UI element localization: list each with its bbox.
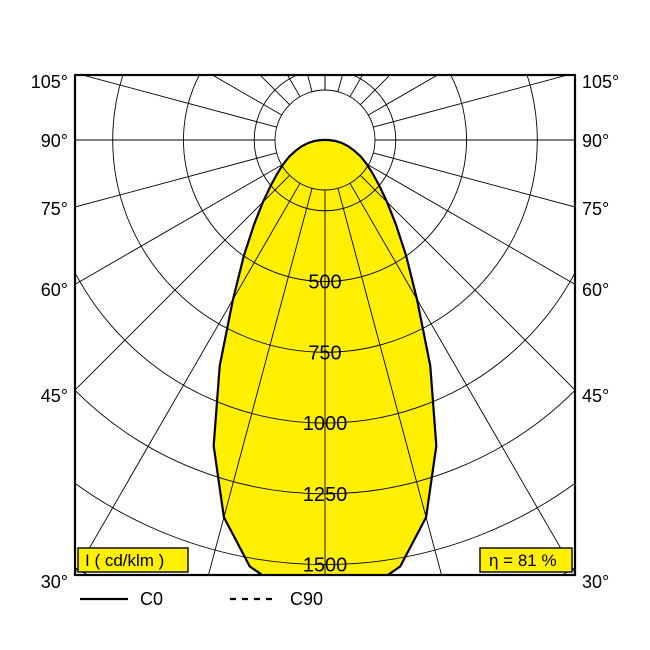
radial-tick-label: 750 bbox=[308, 342, 341, 364]
angle-label-left-90: 90° bbox=[41, 131, 68, 151]
angle-label-left-30: 30° bbox=[41, 572, 68, 592]
legend-label-c0: C0 bbox=[140, 589, 163, 609]
angle-label-left-75: 75° bbox=[41, 199, 68, 219]
radial-tick-label: 1500 bbox=[303, 555, 348, 577]
angle-label-right-105: 105° bbox=[582, 72, 619, 92]
angle-label-right-45: 45° bbox=[582, 386, 609, 406]
radial-tick-label: 500 bbox=[308, 272, 341, 294]
angle-label-left-105: 105° bbox=[31, 72, 68, 92]
legend-label-c90: C90 bbox=[290, 589, 323, 609]
units-label: I ( cd/klm ) bbox=[85, 551, 164, 570]
angle-label-right-60: 60° bbox=[582, 280, 609, 300]
efficiency-label: η = 81 % bbox=[489, 551, 557, 570]
angle-label-right-30: 30° bbox=[582, 572, 609, 592]
angle-label-left-60: 60° bbox=[41, 280, 68, 300]
angle-label-left-45: 45° bbox=[41, 386, 68, 406]
angle-label-right-90: 90° bbox=[582, 131, 609, 151]
radial-tick-label: 1000 bbox=[303, 413, 348, 435]
angle-label-right-75: 75° bbox=[582, 199, 609, 219]
radial-tick-label: 1250 bbox=[303, 484, 348, 506]
